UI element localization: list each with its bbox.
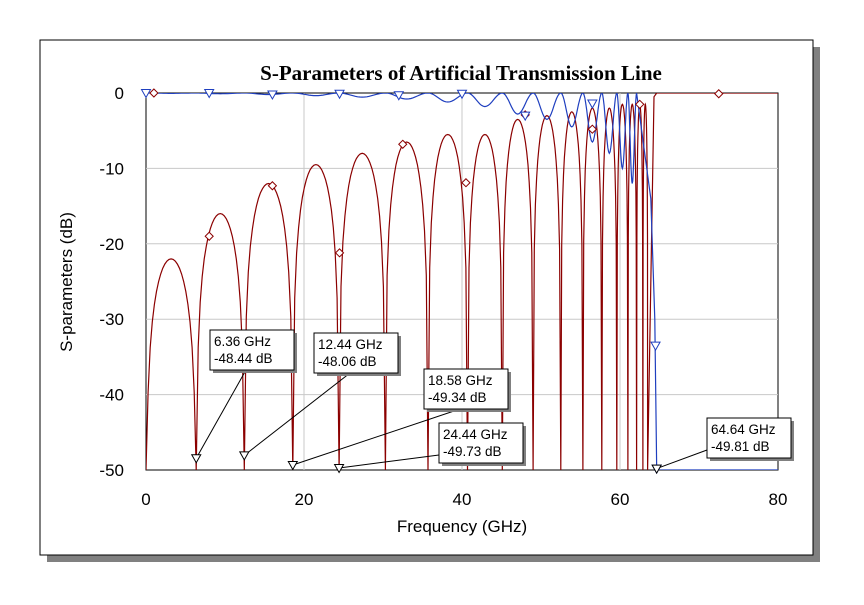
annotation-value: -48.44 dB bbox=[214, 351, 273, 366]
annotation-point-marker bbox=[238, 451, 250, 461]
x-tick-label: 80 bbox=[769, 490, 788, 509]
series-s21-marker bbox=[140, 89, 152, 99]
annotation-freq: 6.36 GHz bbox=[214, 334, 271, 349]
annotation-box bbox=[423, 368, 509, 410]
x-tick-label: 20 bbox=[295, 490, 314, 509]
series-s21-marker bbox=[650, 341, 661, 352]
annotation-point-marker bbox=[651, 464, 663, 475]
x-tick-label: 40 bbox=[453, 490, 472, 509]
y-tick-label: -50 bbox=[99, 461, 124, 480]
series-s21-marker bbox=[334, 89, 345, 100]
y-tick-label: -40 bbox=[99, 386, 124, 405]
annotation-leader bbox=[656, 449, 708, 470]
annotation-value: -49.81 dB bbox=[711, 439, 770, 454]
annotation-value: -48.06 dB bbox=[318, 354, 377, 369]
annotation-leader bbox=[339, 454, 440, 469]
series-s21-marker bbox=[203, 89, 215, 99]
annotation-box bbox=[706, 417, 792, 459]
series-s11-marker bbox=[635, 99, 645, 110]
series-markers bbox=[140, 88, 724, 475]
annotation-freq: 24.44 GHz bbox=[443, 427, 508, 442]
series-s21-marker bbox=[456, 89, 468, 100]
annotation-box bbox=[438, 422, 524, 464]
y-tick-label: -20 bbox=[99, 235, 124, 254]
annotation-point-marker bbox=[287, 461, 299, 471]
tick-labels: 0 20 40 60 80 0 -10 -20 -30 -40 -50 bbox=[99, 84, 787, 509]
annotation-freq: 12.44 GHz bbox=[318, 337, 383, 352]
annotation-value: -49.34 dB bbox=[428, 390, 487, 405]
chart-title: S-Parameters of Artificial Transmission … bbox=[260, 61, 662, 85]
series-s11-line bbox=[146, 93, 778, 470]
series-s11-marker bbox=[267, 181, 278, 191]
series-s11-marker bbox=[149, 88, 159, 98]
annotation-leader bbox=[243, 372, 351, 456]
series-s21-marker bbox=[267, 90, 278, 101]
series-s11-marker bbox=[587, 124, 598, 134]
y-tick-label: 0 bbox=[115, 84, 124, 103]
annotations: 6.36 GHz -48.44 dB 12.44 GHz -48.06 dB 18.58… bbox=[190, 329, 794, 475]
annotation-leader bbox=[195, 369, 247, 459]
annotation-leader bbox=[292, 408, 461, 466]
series-s11-marker bbox=[461, 178, 471, 188]
y-axis-label: S-parameters (dB) bbox=[57, 212, 76, 352]
series-s11-marker bbox=[714, 89, 724, 99]
x-axis-label: Frequency (GHz) bbox=[397, 517, 527, 536]
x-tick-label: 0 bbox=[141, 490, 150, 509]
series-s21-marker bbox=[586, 99, 598, 110]
annotation-box bbox=[313, 332, 399, 374]
series-s21-marker bbox=[519, 111, 531, 122]
annotation-point-marker bbox=[190, 454, 202, 464]
annotation-freq: 64.64 GHz bbox=[711, 422, 776, 437]
series-s11-marker bbox=[398, 139, 408, 149]
annotation-value: -49.73 dB bbox=[443, 444, 502, 459]
x-tick-label: 60 bbox=[611, 490, 630, 509]
annotation-box bbox=[209, 329, 295, 371]
series-s11-marker bbox=[204, 231, 214, 241]
annotation-point-marker bbox=[333, 463, 345, 474]
series-s11-marker bbox=[334, 248, 345, 258]
y-tick-label: -10 bbox=[99, 159, 124, 178]
y-tick-label: -30 bbox=[99, 310, 124, 329]
annotation-freq: 18.58 GHz bbox=[428, 373, 493, 388]
series-s21-marker bbox=[393, 91, 405, 101]
